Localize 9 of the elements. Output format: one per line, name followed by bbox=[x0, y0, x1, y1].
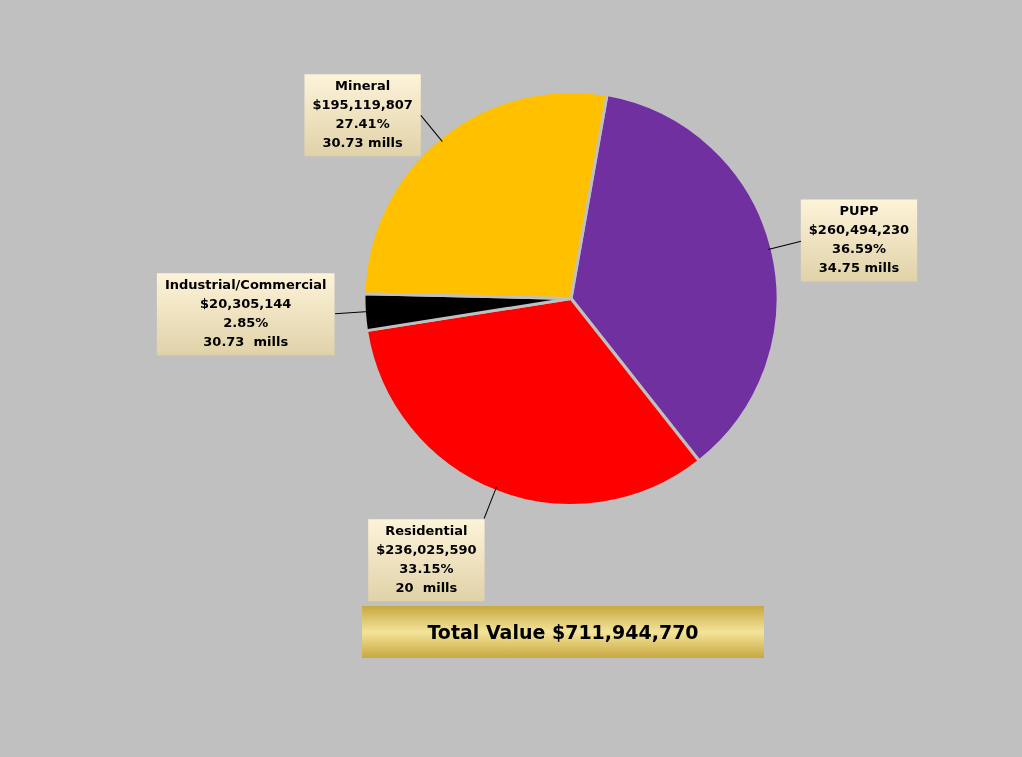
data-label: $195,119,807 27.41% 30.73 mills bbox=[312, 96, 413, 150]
slice-label: PUPP bbox=[839, 202, 879, 218]
slice-label: Residential bbox=[385, 522, 468, 538]
slice-label: Mineral bbox=[335, 77, 391, 93]
slice-label: Industrial/Commercial bbox=[164, 276, 327, 292]
data-label: $260,494,230 36.59% 34.75 mills bbox=[808, 221, 910, 275]
data-label: $236,025,590 33.15% 20 mills bbox=[376, 541, 477, 595]
data-label: $20,305,144 2.85% 30.73 mills bbox=[200, 295, 292, 349]
text: Total Value $711,944,770 bbox=[362, 606, 764, 658]
